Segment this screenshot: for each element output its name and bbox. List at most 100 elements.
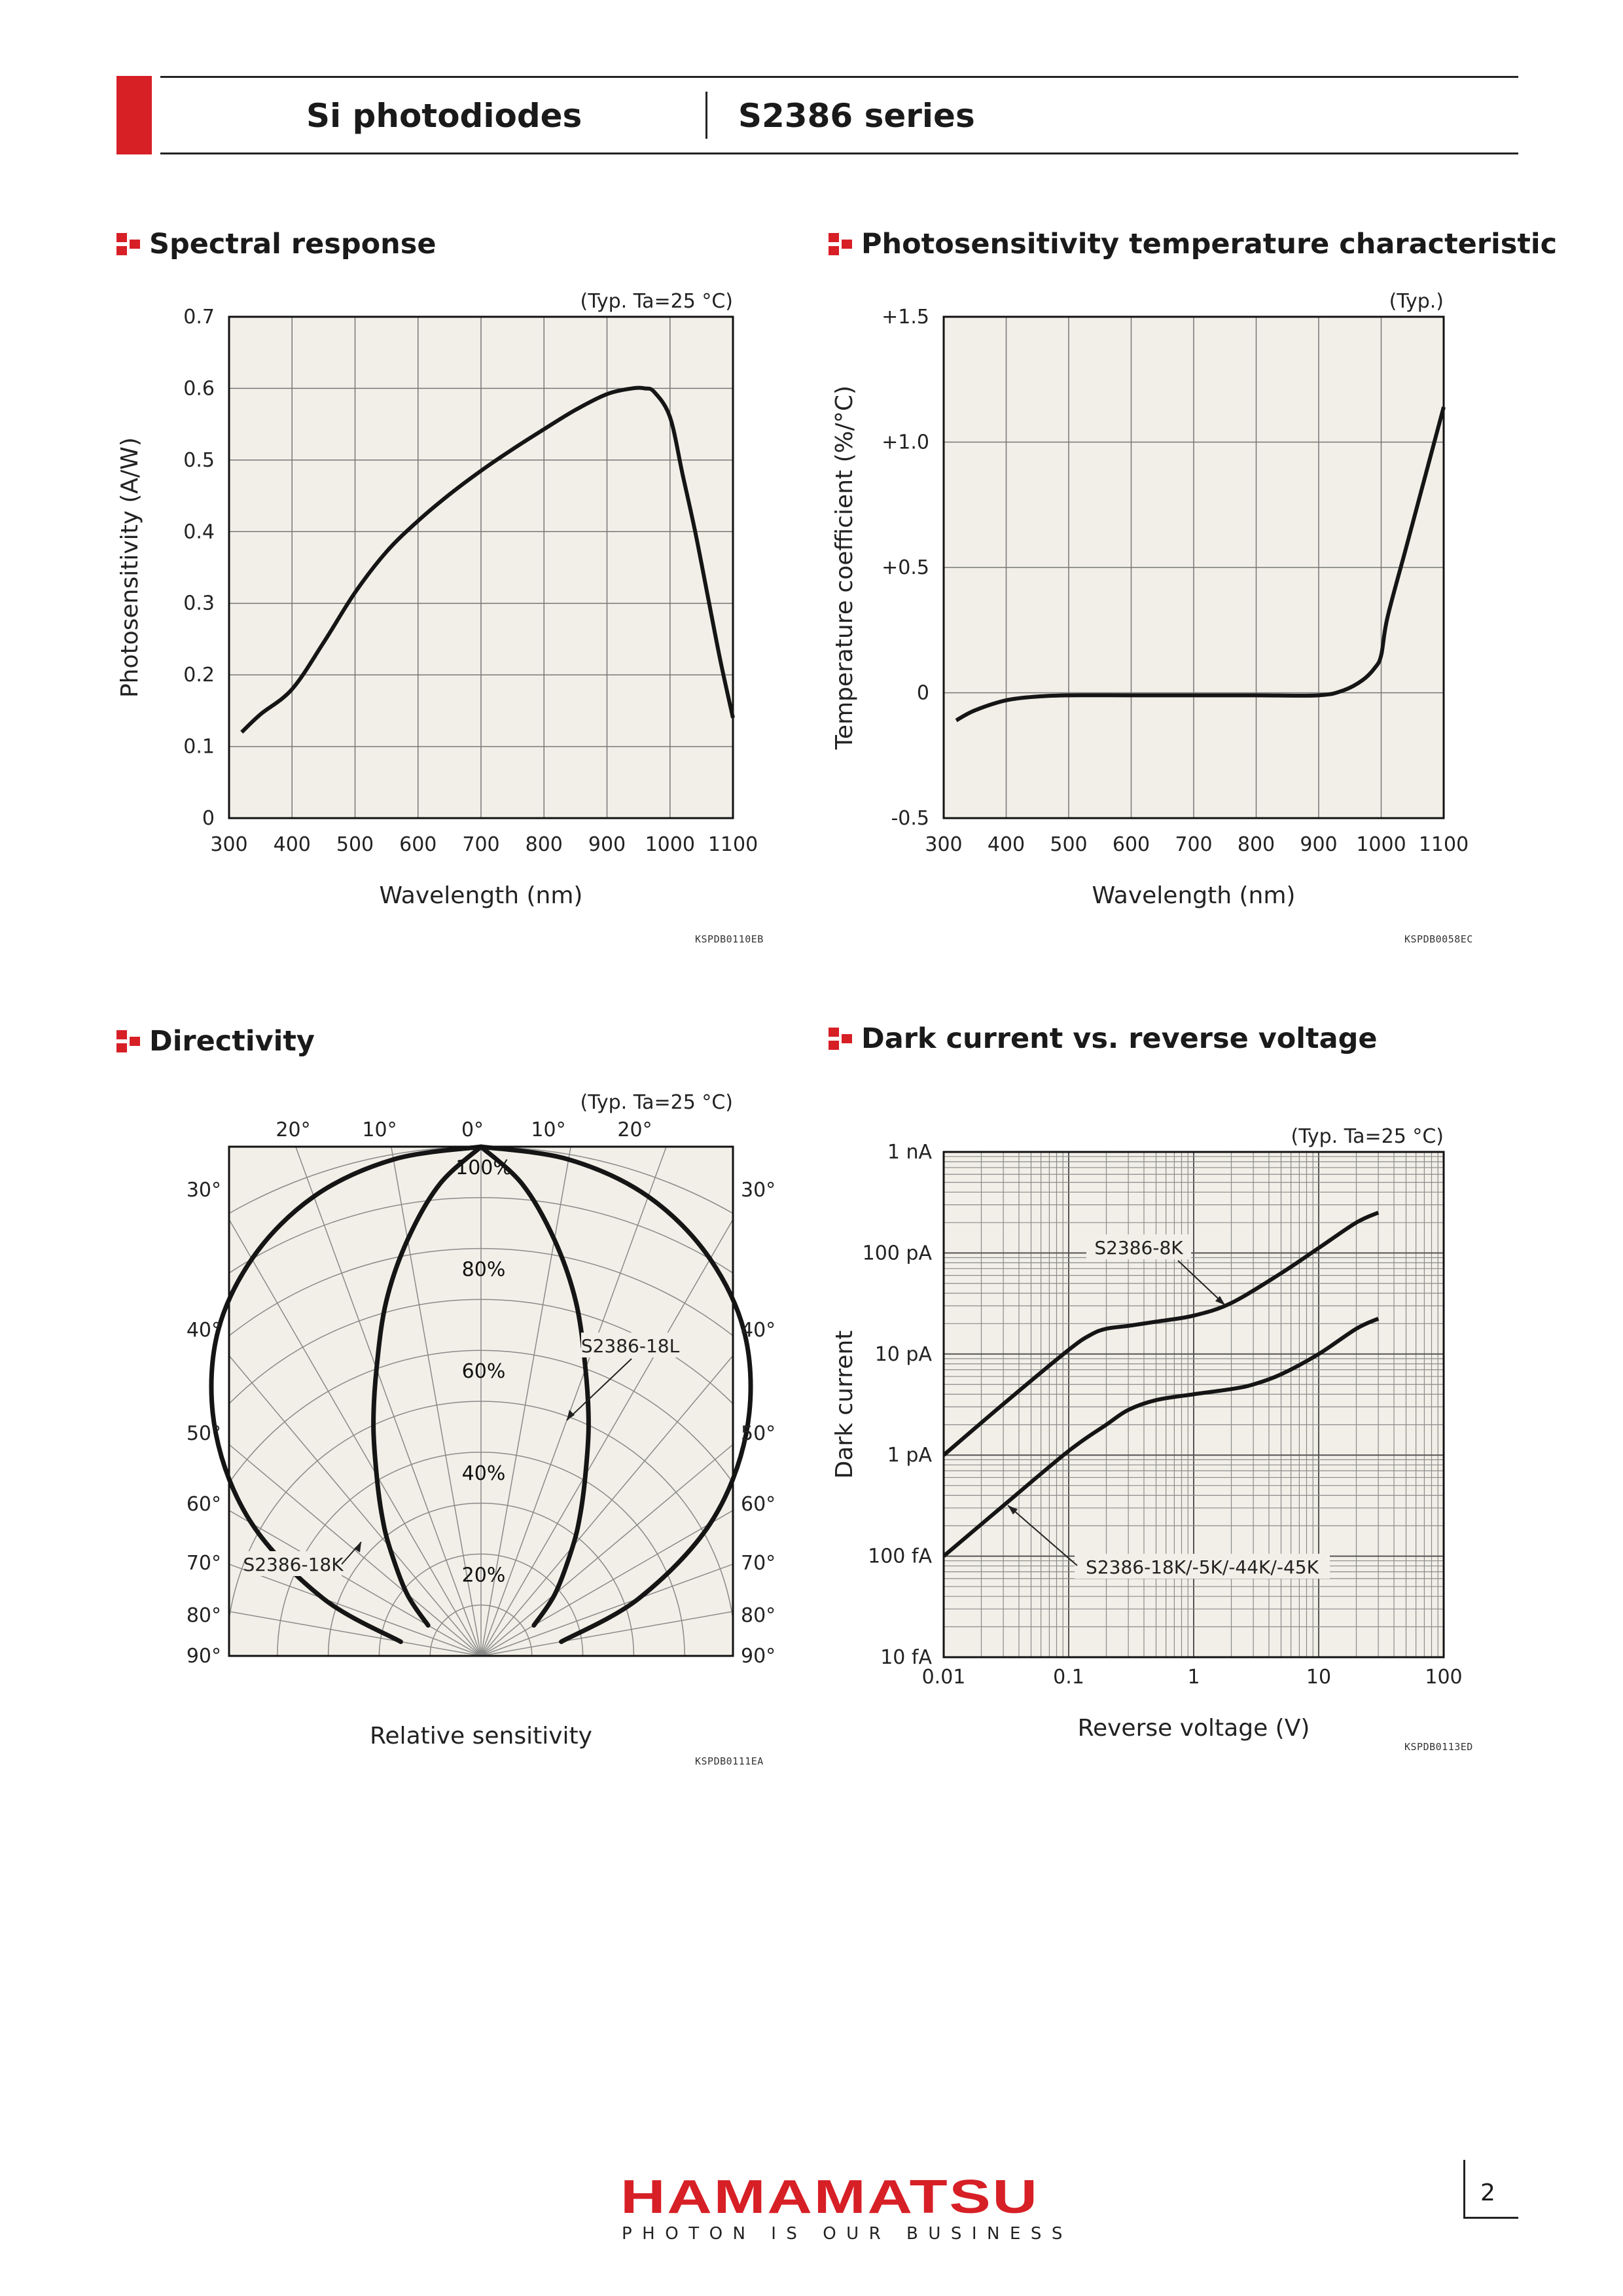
x-tick-label: 10 bbox=[1306, 1666, 1331, 1689]
x-tick-label: 600 bbox=[399, 833, 437, 856]
y-tick-label: 0.1 bbox=[183, 736, 215, 759]
x-axis-label: Wavelength (nm) bbox=[1092, 882, 1296, 909]
angle-label-top: 10° bbox=[362, 1119, 397, 1141]
logo-tagline: PHOTON IS OUR BUSINESS bbox=[622, 2224, 1073, 2244]
angle-label-right: 30° bbox=[741, 1179, 776, 1202]
page-number: 2 bbox=[1480, 2179, 1495, 2206]
series-line bbox=[942, 1210, 1380, 1457]
grid-ray bbox=[480, 1509, 733, 1656]
angle-label-top: 0° bbox=[461, 1119, 484, 1141]
angle-label-right: 40° bbox=[741, 1319, 776, 1342]
series-line bbox=[942, 1316, 1380, 1558]
header-product-family: Si photodiodes bbox=[306, 97, 582, 135]
grid-ray bbox=[480, 1147, 571, 1656]
y-tick-label: 0 bbox=[202, 807, 215, 830]
x-tick-label: 300 bbox=[210, 833, 247, 856]
x-tick-label: 600 bbox=[1113, 833, 1150, 856]
header-divider bbox=[705, 92, 707, 139]
x-tick-label: 900 bbox=[1300, 833, 1337, 856]
x-tick-label: 900 bbox=[588, 833, 626, 856]
hamamatsu-logo: HAMAMATSU bbox=[620, 2171, 1039, 2223]
grid-ray bbox=[229, 1355, 482, 1656]
y-tick-label: 100 fA bbox=[868, 1545, 932, 1568]
chart-code-directivity: KSPDB0111EA bbox=[695, 1755, 764, 1767]
series-line bbox=[955, 406, 1446, 723]
x-tick-label: 1100 bbox=[708, 833, 758, 856]
callout-s2386-8k: S2386-8K bbox=[1094, 1237, 1183, 1259]
header-series: S2386 series bbox=[738, 97, 975, 135]
callout-leader bbox=[1007, 1505, 1078, 1566]
angle-label-right: 50° bbox=[741, 1422, 776, 1445]
callout-bg bbox=[245, 1551, 342, 1576]
angle-label-left: 50° bbox=[187, 1422, 221, 1445]
angle-label-top: 10° bbox=[531, 1119, 565, 1141]
x-tick-label: 400 bbox=[988, 833, 1025, 856]
chart-note: (Typ.) bbox=[1389, 290, 1444, 313]
angle-label-top: 20° bbox=[617, 1119, 652, 1141]
directivity-plot bbox=[209, 1144, 753, 1657]
x-tick-label: 1 bbox=[1187, 1666, 1200, 1689]
plot-frame bbox=[228, 1145, 734, 1657]
chart-code-spectral: KSPDB0110EB bbox=[695, 933, 764, 945]
angle-label-left: 70° bbox=[187, 1552, 221, 1575]
x-tick-label: 300 bbox=[925, 833, 962, 856]
chart-code-temperature: KSPDB0058EC bbox=[1404, 933, 1473, 945]
y-tick-label: 0.2 bbox=[183, 664, 215, 687]
chart-code-dark-current: KSPDB0113ED bbox=[1404, 1741, 1473, 1753]
x-tick-label: 700 bbox=[462, 833, 499, 856]
grid-ray bbox=[295, 1147, 482, 1656]
callout-leader bbox=[566, 1358, 632, 1421]
angle-label-left: 30° bbox=[187, 1179, 221, 1202]
y-axis-label: Temperature coefficient (%/°C) bbox=[831, 386, 858, 750]
x-tick-label: 800 bbox=[1238, 833, 1275, 856]
y-tick-label: 0.7 bbox=[183, 306, 215, 329]
y-tick-label: +1.5 bbox=[882, 306, 929, 329]
grid-ray bbox=[229, 1611, 482, 1656]
y-tick-label: 0.3 bbox=[183, 592, 215, 615]
page-number-frame bbox=[1463, 2160, 1465, 2219]
y-tick-label: 100 pA bbox=[863, 1242, 933, 1265]
chart-note: (Typ. Ta=25 °C) bbox=[1291, 1125, 1444, 1148]
page-number-frame bbox=[1463, 2217, 1518, 2219]
angle-label-right: 60° bbox=[741, 1493, 776, 1516]
section-title-directivity: Directivity bbox=[149, 1025, 315, 1058]
y-tick-label: 10 fA bbox=[880, 1646, 932, 1669]
y-tick-label: 1 pA bbox=[887, 1444, 933, 1467]
callout-leader bbox=[1177, 1260, 1226, 1306]
x-axis-label: Wavelength (nm) bbox=[380, 882, 583, 909]
series-curve bbox=[478, 1144, 753, 1644]
y-tick-label: -0.5 bbox=[891, 807, 929, 830]
angle-label-right: 90° bbox=[741, 1645, 776, 1668]
header-rule-bottom bbox=[160, 152, 1518, 154]
grid-ray bbox=[480, 1355, 733, 1656]
section-title-dark-current: Dark current vs. reverse voltage bbox=[861, 1022, 1378, 1055]
x-tick-label: 1000 bbox=[1356, 833, 1406, 856]
y-tick-label: 0.4 bbox=[183, 520, 215, 543]
x-tick-label: 0.01 bbox=[922, 1666, 966, 1689]
x-tick-label: 800 bbox=[526, 833, 563, 856]
y-tick-label: 0.6 bbox=[183, 377, 215, 400]
callout-arrow bbox=[354, 1542, 361, 1552]
angle-label-left: 90° bbox=[187, 1645, 221, 1668]
grid-ray bbox=[391, 1147, 482, 1656]
callout-s2386-18k: S2386-18K bbox=[243, 1554, 344, 1575]
header-rule-top bbox=[160, 76, 1518, 78]
section-title-temperature: Photosensitivity temperature characteris… bbox=[861, 228, 1558, 260]
callout-s2386-18k: S2386-18K/-5K/-44K/-45K bbox=[1086, 1556, 1319, 1578]
x-tick-label: 1000 bbox=[645, 833, 695, 856]
callout-arrow bbox=[1215, 1296, 1225, 1305]
grid-ray bbox=[480, 1218, 733, 1656]
grid-ray bbox=[229, 1218, 482, 1656]
radial-label: 80% bbox=[462, 1259, 506, 1282]
series-curve bbox=[478, 1144, 591, 1628]
x-tick-label: 1100 bbox=[1419, 833, 1469, 856]
x-tick-label: 0.1 bbox=[1053, 1666, 1084, 1689]
grid-ray bbox=[480, 1443, 733, 1656]
callout-bg bbox=[1086, 1234, 1191, 1259]
x-tick-label: 500 bbox=[336, 833, 374, 856]
plot-frame bbox=[942, 1151, 1445, 1659]
series-curve bbox=[209, 1144, 484, 1644]
callout-bg bbox=[581, 1333, 679, 1357]
plot-frame bbox=[942, 315, 1445, 819]
y-tick-label: 0.5 bbox=[183, 449, 215, 472]
